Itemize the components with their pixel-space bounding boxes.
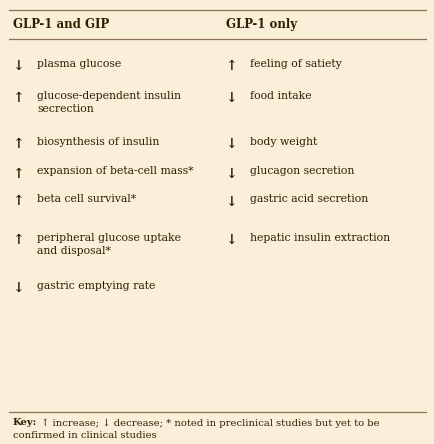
Text: ↑: ↑ (13, 137, 25, 151)
Text: biosynthesis of insulin: biosynthesis of insulin (37, 137, 159, 147)
Text: ↓: ↓ (226, 166, 237, 181)
Text: gastric emptying rate: gastric emptying rate (37, 281, 155, 291)
Text: ↑: ↑ (13, 91, 25, 105)
Text: ↑ increase; ↓ decrease; * noted in preclinical studies but yet to be: ↑ increase; ↓ decrease; * noted in precl… (41, 418, 378, 428)
Text: feeling of satiety: feeling of satiety (250, 59, 341, 69)
Text: ↓: ↓ (13, 59, 25, 73)
Text: confirmed in clinical studies: confirmed in clinical studies (13, 431, 156, 440)
Text: ↓: ↓ (226, 194, 237, 209)
Text: GLP-1 only: GLP-1 only (226, 18, 297, 31)
Text: glucose-dependent insulin
secrection: glucose-dependent insulin secrection (37, 91, 181, 114)
Text: ↓: ↓ (13, 281, 25, 295)
Text: ↓: ↓ (226, 91, 237, 105)
Text: glucagon secretion: glucagon secretion (250, 166, 354, 177)
Text: peripheral glucose uptake
and disposal*: peripheral glucose uptake and disposal* (37, 233, 181, 256)
Text: Key:: Key: (13, 418, 37, 427)
Text: ↑: ↑ (226, 59, 237, 73)
Text: ↓: ↓ (226, 137, 237, 151)
Text: ↑: ↑ (13, 194, 25, 209)
Text: expansion of beta-cell mass*: expansion of beta-cell mass* (37, 166, 193, 177)
Text: GLP-1 and GIP: GLP-1 and GIP (13, 18, 109, 31)
Text: ↓: ↓ (226, 233, 237, 247)
Text: ↑: ↑ (13, 166, 25, 181)
Text: body weight: body weight (250, 137, 317, 147)
Text: food intake: food intake (250, 91, 311, 101)
Text: hepatic insulin extraction: hepatic insulin extraction (250, 233, 389, 243)
Text: beta cell survival*: beta cell survival* (37, 194, 136, 205)
Text: plasma glucose: plasma glucose (37, 59, 121, 69)
Text: ↑: ↑ (13, 233, 25, 247)
Text: gastric acid secretion: gastric acid secretion (250, 194, 368, 205)
